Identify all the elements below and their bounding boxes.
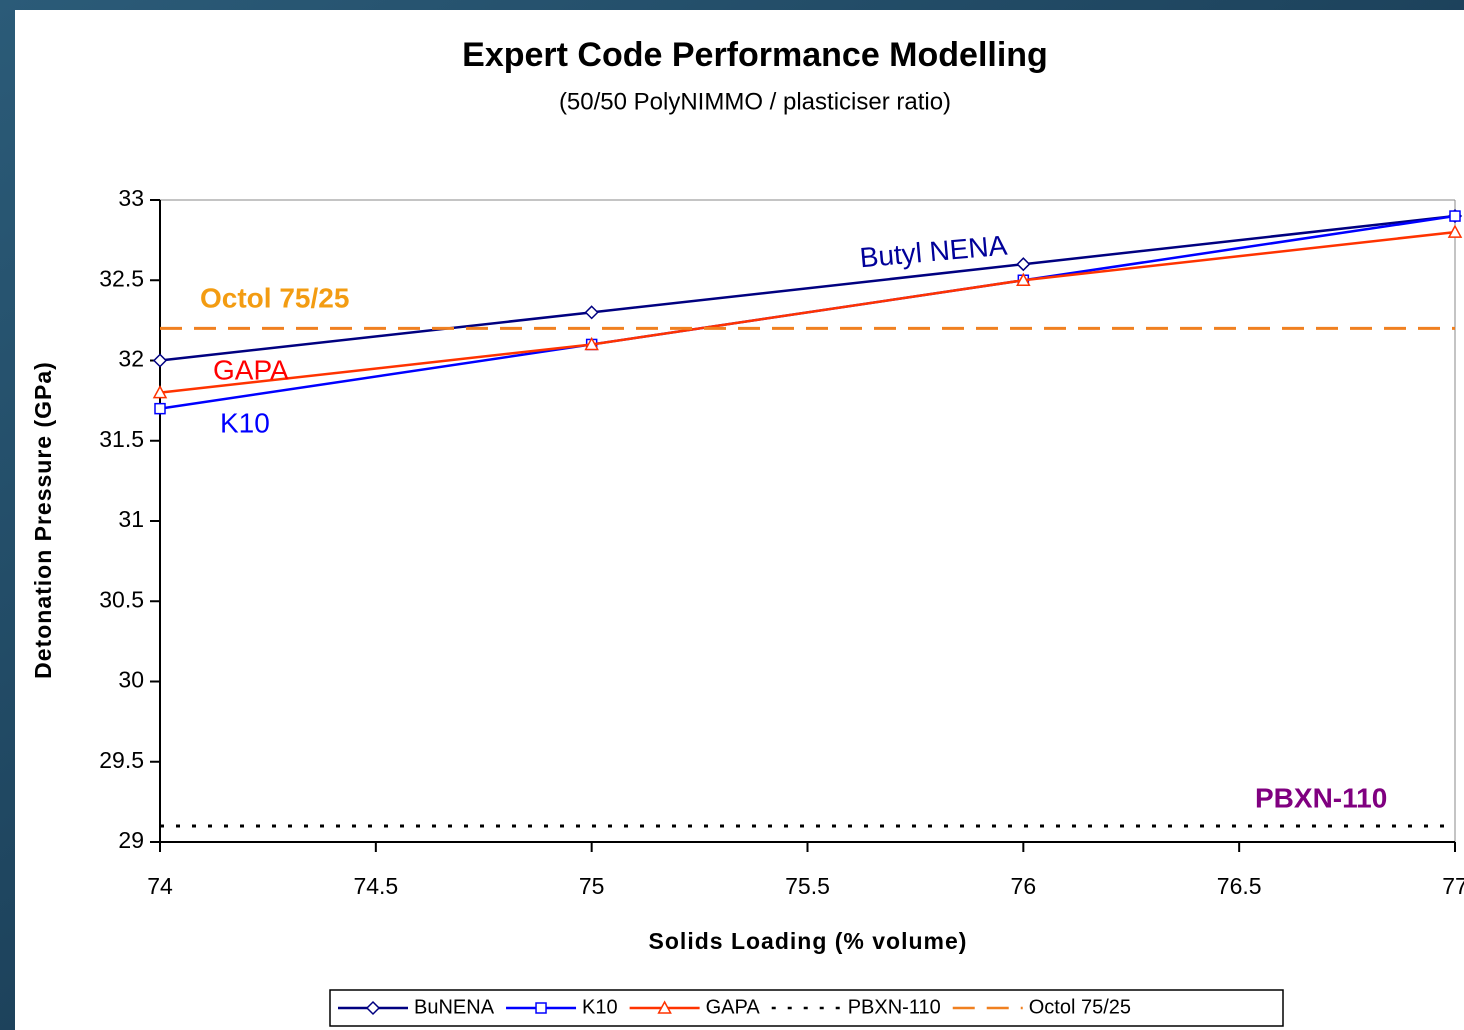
x-tick-label: 76 — [1011, 873, 1037, 899]
y-tick-label: 30.5 — [99, 586, 144, 612]
y-axis-label: Detonation Pressure (GPa) — [30, 361, 56, 679]
data-point — [152, 353, 168, 368]
legend-box — [329, 989, 1284, 1027]
y-tick-label: 32 — [118, 346, 144, 372]
x-tick-label: 74 — [147, 873, 173, 899]
legend-marker — [535, 1002, 547, 1014]
data-point — [152, 385, 168, 399]
data-point — [1449, 210, 1461, 222]
data-point — [1016, 272, 1031, 286]
data-point — [584, 305, 599, 320]
chart-area — [15, 10, 1464, 1030]
annotation: Octol 75/25 — [200, 282, 349, 313]
data-point — [1447, 224, 1463, 238]
x-tick-label: 75.5 — [785, 873, 830, 899]
legend-label: GAPA — [706, 996, 761, 1018]
chart-subtitle: (50/50 PolyNIMMO / plasticiser ratio) — [559, 88, 951, 115]
data-point — [584, 336, 599, 351]
legend-marker — [657, 1000, 672, 1014]
x-axis-label: Solids Loading (% volume) — [649, 928, 968, 954]
legend-marker — [365, 1000, 381, 1016]
series-line — [159, 230, 1456, 394]
y-tick-label: 30 — [118, 667, 144, 693]
y-tick-label: 31.5 — [99, 426, 144, 452]
data-point — [154, 402, 166, 415]
legend-label: Octol 75/25 — [1029, 996, 1131, 1018]
y-tick-label: 29 — [118, 827, 144, 853]
annotation: GAPA — [213, 354, 289, 385]
y-tick-label: 31 — [118, 506, 144, 532]
legend-label: PBXN-110 — [848, 996, 941, 1018]
annotation: K10 — [220, 407, 270, 438]
y-tick-label: 32.5 — [99, 265, 144, 291]
x-tick-label: 75 — [579, 873, 605, 899]
legend-label: K10 — [582, 996, 618, 1018]
y-tick-label: 33 — [118, 185, 144, 211]
x-tick-label: 77 — [1442, 873, 1464, 899]
x-tick-label: 74.5 — [353, 873, 398, 899]
chart-title: Expert Code Performance Modelling — [462, 36, 1048, 74]
annotation: PBXN-110 — [1255, 782, 1387, 813]
x-tick-label: 76.5 — [1217, 873, 1262, 899]
y-tick-label: 29.5 — [99, 747, 144, 773]
legend-label: BuNENA — [414, 996, 495, 1018]
series-line — [159, 214, 1456, 362]
data-point — [1016, 257, 1031, 272]
